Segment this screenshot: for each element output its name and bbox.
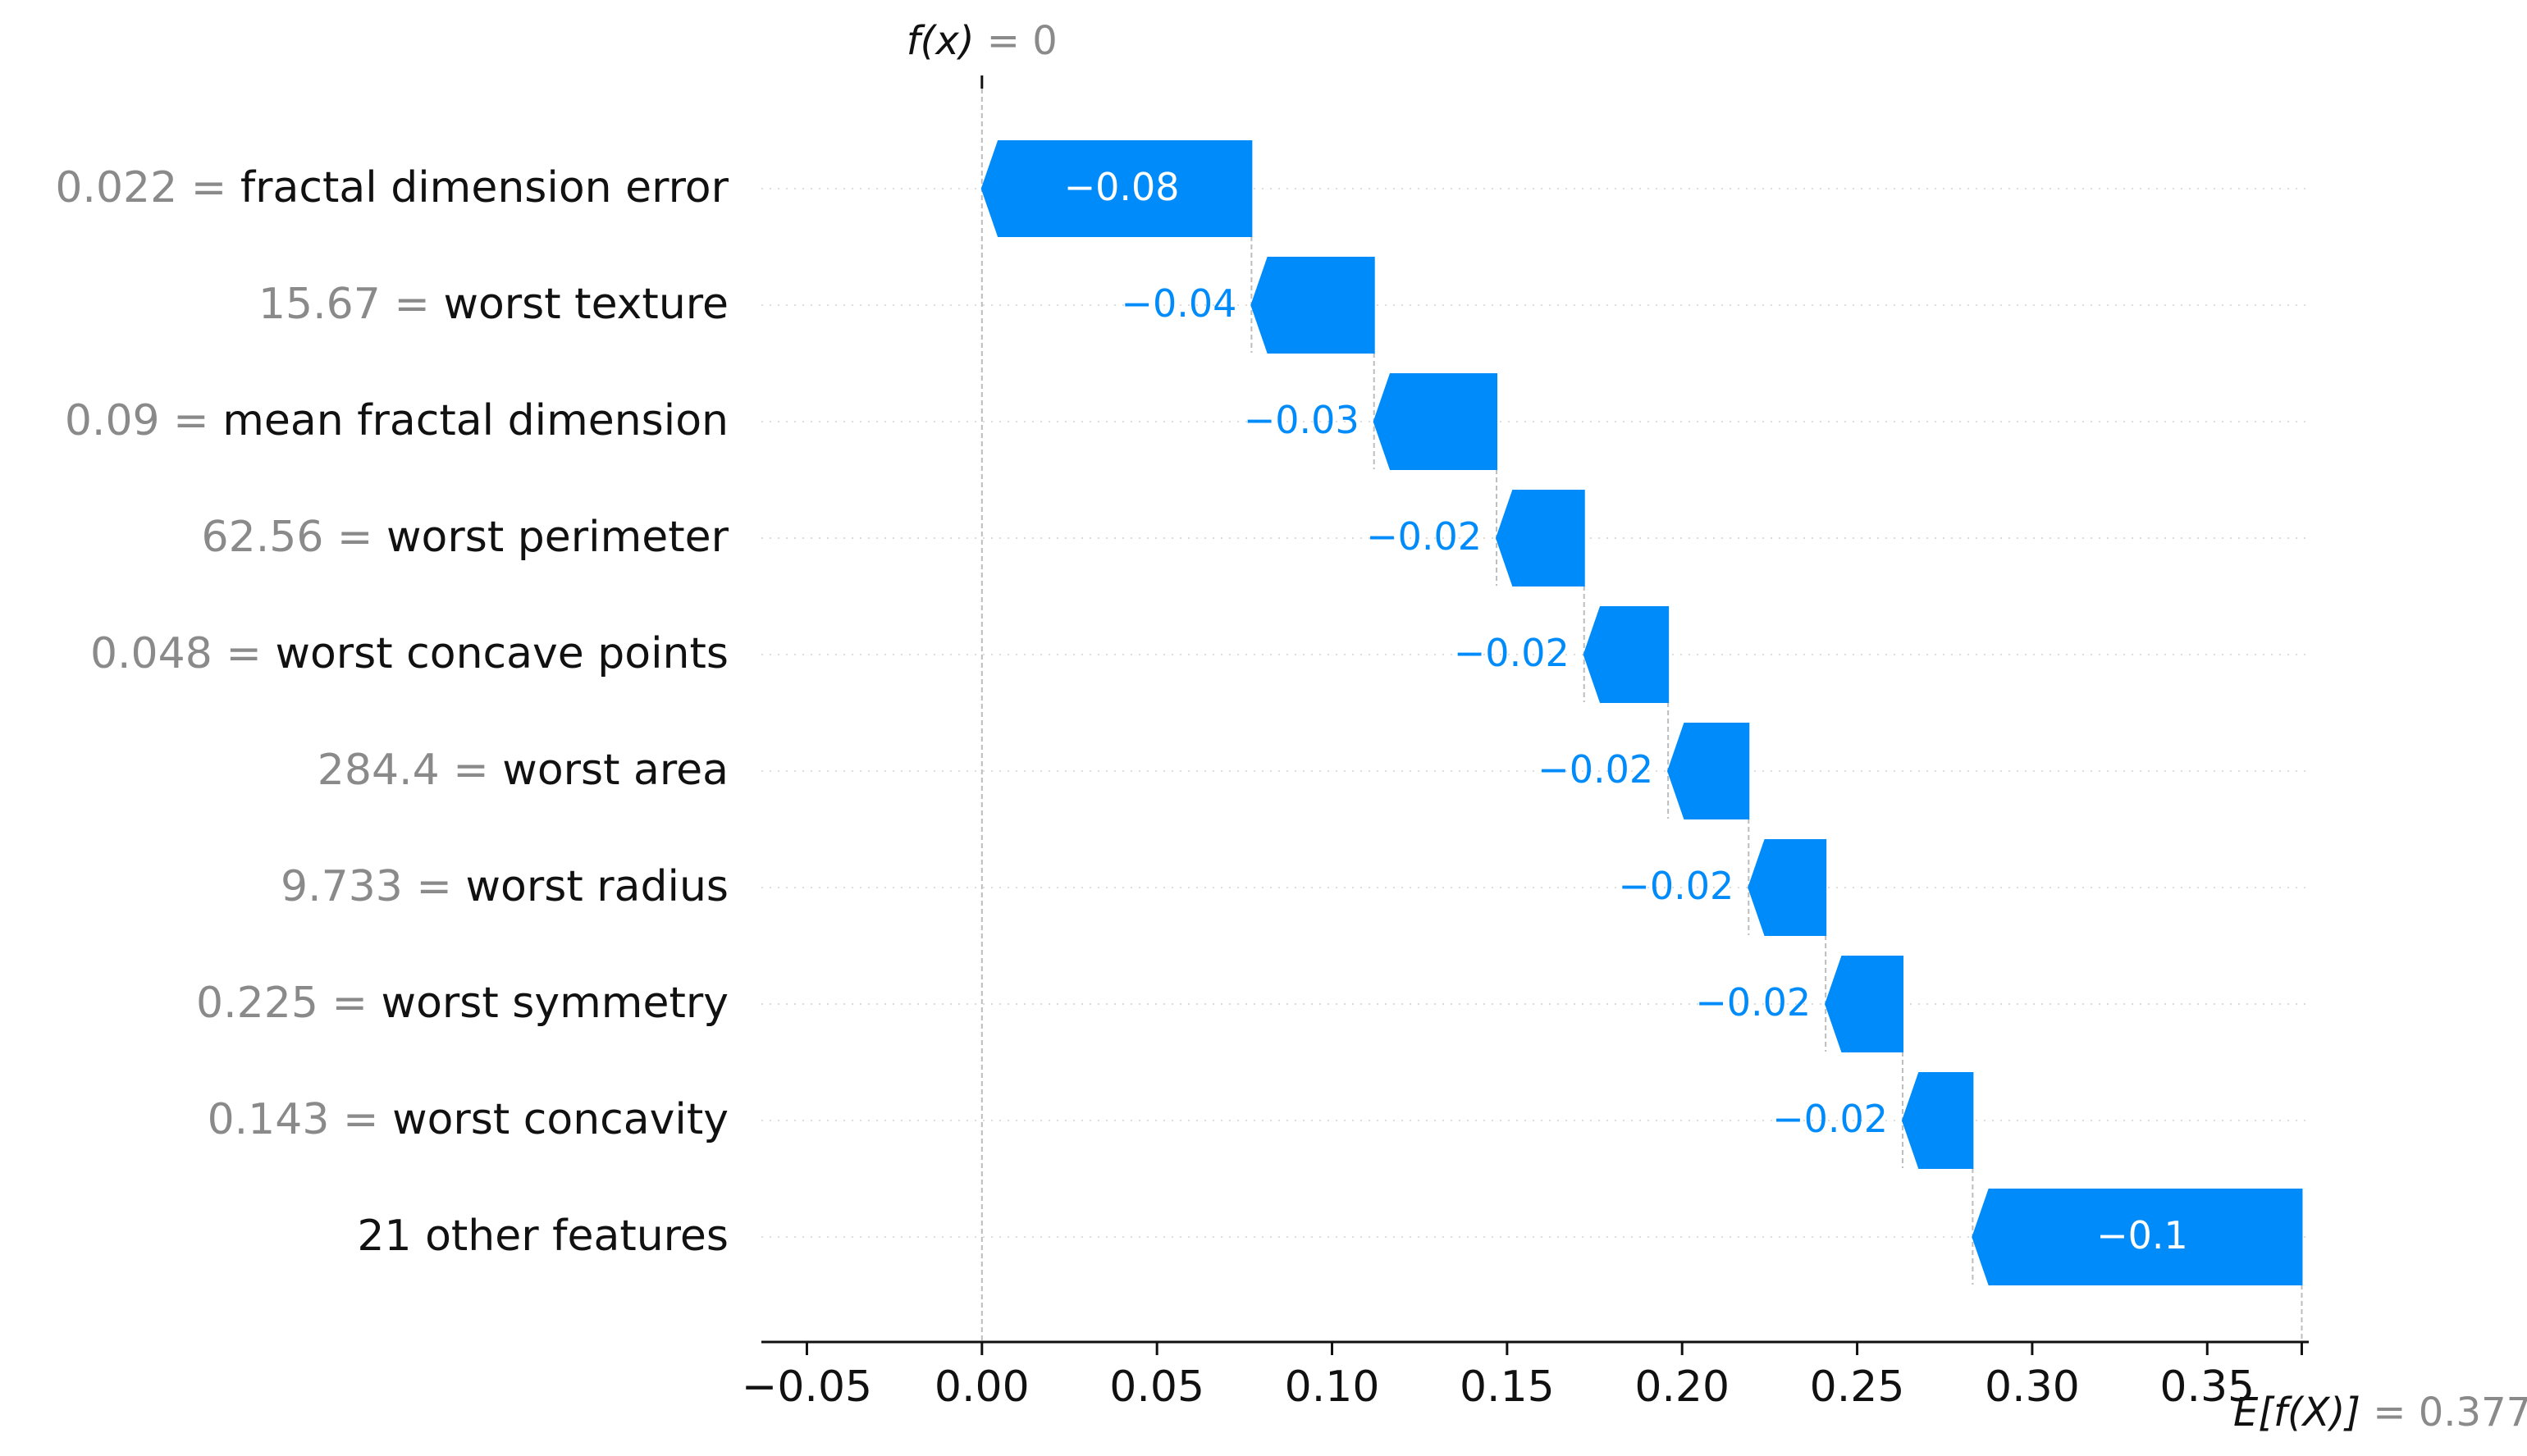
contribution-label: −0.02 (1366, 514, 1482, 559)
contribution-label: −0.03 (1244, 398, 1359, 442)
grid-layer (761, 89, 2309, 1342)
output-value-label: f(x) = 0 (907, 18, 1058, 64)
x-tick-label: 0.00 (934, 1362, 1030, 1412)
feature-name-label: worst texture (443, 280, 729, 329)
feature-value-label: 9.733 = (281, 862, 466, 911)
waterfall-bar (1250, 257, 1375, 354)
waterfall-bar (1373, 373, 1498, 470)
feature-value-label: 0.09 = (65, 396, 222, 445)
x-tick-label: 0.10 (1285, 1362, 1380, 1412)
feature-name-label: worst perimeter (386, 513, 729, 562)
x-tick-label: 0.35 (2159, 1362, 2255, 1412)
feature-name-label: worst radius (466, 862, 729, 911)
x-tick-label: 0.20 (1634, 1362, 1730, 1412)
feature-value-label: 0.022 = (55, 163, 240, 212)
feature-name-label: fractal dimension error (240, 163, 729, 212)
x-tick-label: 0.25 (1810, 1362, 1905, 1412)
x-tick-label: 0.05 (1109, 1362, 1204, 1412)
feature-name-label: worst concavity (392, 1095, 729, 1144)
feature-value-label: 0.143 = (208, 1095, 393, 1144)
base-value-label: E[f(X)] = 0.377 (2233, 1390, 2527, 1435)
output-value-number: = 0 (975, 18, 1058, 64)
waterfall-bar (980, 140, 1253, 237)
base-value-number: = 0.377 (2360, 1390, 2527, 1435)
feature-row-label: 62.56 = worst perimeter (202, 513, 729, 562)
feature-value-label: 0.225 = (196, 979, 382, 1028)
waterfall-bar (1583, 606, 1670, 703)
feature-name-label: worst area (502, 746, 729, 795)
feature-row-label: 0.09 = mean fractal dimension (65, 396, 729, 445)
contribution-label: −0.02 (1538, 747, 1653, 792)
bars-layer (980, 140, 2303, 1285)
feature-value-label: 0.048 = (90, 629, 276, 678)
base-value-name: E[f(X)] (2233, 1390, 2360, 1435)
contribution-label: −0.02 (1618, 864, 1734, 908)
contribution-label: −0.02 (1772, 1097, 1888, 1141)
waterfall-bar (1748, 839, 1827, 936)
waterfall-bar (1901, 1072, 1974, 1169)
x-tick-label: 0.30 (1985, 1362, 2080, 1412)
axis-layer: −0.05 0.00 0.05 0.10 0.15 0.20 0.25 0.30 0.35 f(x… (742, 18, 2527, 1435)
feature-row-label: 9.733 = worst radius (281, 862, 729, 911)
contribution-label: −0.04 (1121, 281, 1236, 326)
x-tick-label: 0.15 (1460, 1362, 1555, 1412)
contribution-label: −0.02 (1454, 631, 1570, 675)
feature-row-label: 0.143 = worst concavity (208, 1095, 729, 1144)
waterfall-bar (1825, 956, 1904, 1052)
feature-row-label: 15.67 = worst texture (258, 280, 729, 329)
labels-layer: −0.08 0.022 = fractal dimension error −0.0… (55, 163, 2187, 1261)
output-value-name: f(x) (907, 18, 975, 64)
feature-name-label: mean fractal dimension (222, 396, 729, 445)
feature-value-label: 15.67 = (258, 280, 444, 329)
feature-row-label: 0.225 = worst symmetry (196, 979, 729, 1028)
x-tick-label: −0.05 (742, 1362, 872, 1412)
waterfall-bar (1496, 490, 1585, 587)
contribution-label: −0.08 (1064, 165, 1180, 209)
waterfall-bar (1667, 723, 1750, 819)
feature-row-label: 0.022 = fractal dimension error (55, 163, 729, 212)
feature-value-label: 284.4 = (318, 746, 503, 795)
contribution-label: −0.02 (1695, 980, 1811, 1025)
feature-name-label: worst symmetry (382, 979, 729, 1028)
feature-value-label: 62.56 = (202, 513, 387, 562)
feature-row-label: 21 other features (357, 1212, 729, 1261)
feature-name-label: 21 other features (357, 1212, 729, 1261)
waterfall-bar (1972, 1189, 2303, 1285)
feature-row-label: 0.048 = worst concave points (90, 629, 729, 678)
feature-name-label: worst concave points (275, 629, 729, 678)
feature-row-label: 284.4 = worst area (318, 746, 729, 795)
contribution-label: −0.1 (2096, 1213, 2188, 1257)
